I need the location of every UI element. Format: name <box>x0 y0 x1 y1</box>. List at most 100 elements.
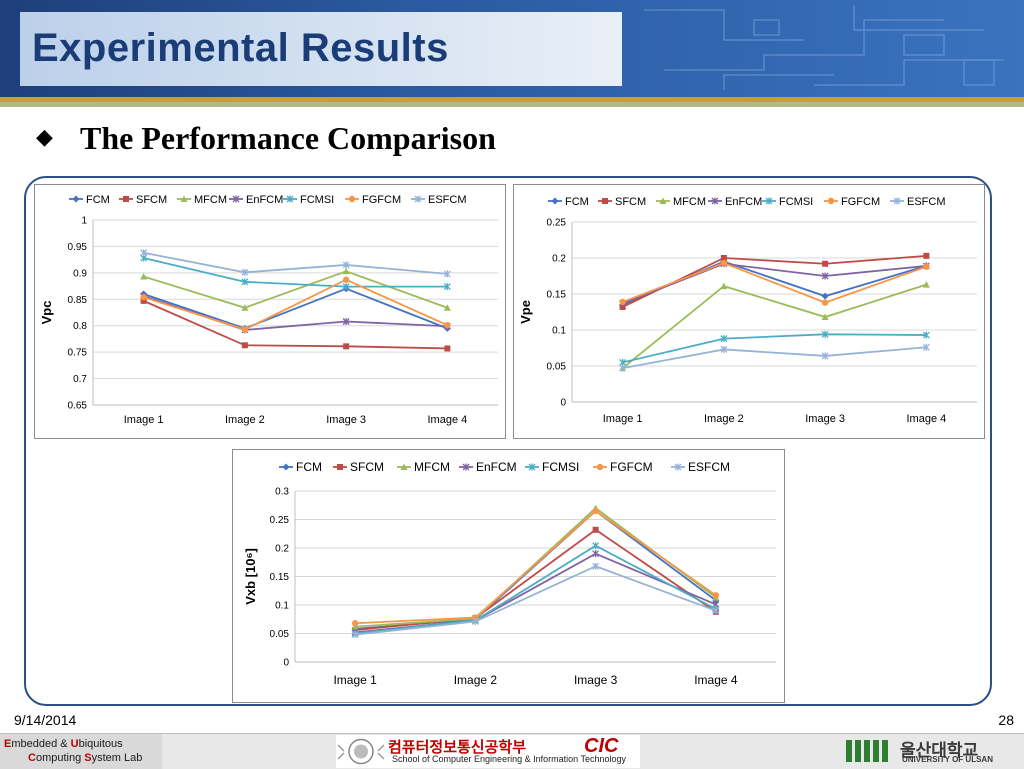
vxb-xtick-label-3: Image 3 <box>574 673 618 687</box>
vpc-legend-point-mfcm-1 <box>180 195 188 202</box>
vpe-legend-item-fcm: FCM <box>548 196 589 208</box>
vpc-legend-label-fcmsi: FCMSI <box>300 194 334 206</box>
vxb-line-sfcm <box>355 528 717 631</box>
vpc-legend-point-esfcm-1 <box>414 195 422 203</box>
vpe-legend-point-sfcm-1 <box>602 198 608 204</box>
vxb-point-esfcm-2 <box>471 618 479 626</box>
vpe-point-fgfcm-1 <box>619 298 626 306</box>
lab-letter-e: E <box>4 738 12 750</box>
slide-subtitle: The Performance Comparison <box>80 120 496 156</box>
vpc-legend-item-fcm: FCM <box>69 194 110 206</box>
vpc-point-fcmsi-3 <box>342 283 350 291</box>
lab-text-4: ystem Lab <box>91 752 143 764</box>
vpc-point-fgfcm-2 <box>241 326 249 333</box>
vpc-xtick-label-1: Image 1 <box>124 414 164 426</box>
vpc-point-sfcm-1 <box>140 297 147 304</box>
vxb-point-fgfcm-3 <box>592 507 599 515</box>
vpe-legend-label-enfcm: EnFCM <box>725 196 762 208</box>
vpe-line-fgfcm <box>622 262 927 304</box>
vxb-xtick-label-4: Image 4 <box>694 673 738 687</box>
vpc-xtick-label-2: Image 2 <box>225 414 265 426</box>
vpe-line-mfcm <box>622 283 927 369</box>
vpc-ytick-label-3: 0.75 <box>68 348 88 359</box>
slide-title: Experimental Results <box>32 26 449 70</box>
vpc-ytick-label-5: 0.85 <box>68 295 88 306</box>
vxb-series-fcm <box>351 507 720 633</box>
vpc-point-enfcm-3 <box>342 317 350 325</box>
vpc-ytick-label-6: 0.9 <box>73 268 87 279</box>
vpe-legend-point-fcm-1 <box>551 197 559 205</box>
vpe-legend-point-mfcm-1 <box>659 197 667 204</box>
vpc-line-fgfcm <box>143 278 448 331</box>
vpe-gridlines: 0 0.05 0.1 0.15 0.2 0.25 <box>547 218 977 409</box>
vpe-legend-point-fcmsi-1 <box>765 197 773 205</box>
vpc-legend-point-enfcm-1 <box>232 195 240 203</box>
vxb-line-fgfcm <box>355 509 717 625</box>
vpe-point-sfcm-3 <box>822 260 829 267</box>
vxb-legend-point-fgfcm-1 <box>596 463 604 471</box>
vpc-point-mfcm-2 <box>241 304 249 311</box>
vpe-point-fgfcm-3 <box>821 299 829 306</box>
vpe-legend-item-sfcm: SFCM <box>598 196 646 208</box>
vpe-legend-label-fcm: FCM <box>565 196 589 208</box>
vxb-legend-label-sfcm: SFCM <box>350 460 384 474</box>
vpc-ytick-label-7: 0.95 <box>68 242 88 253</box>
vpe-point-esfcm-3 <box>821 352 829 360</box>
vpe-ytick-label-6: 0.25 <box>547 218 567 229</box>
vpc-series-sfcm <box>140 297 451 352</box>
vpc-point-esfcm-3 <box>342 261 350 269</box>
vxb-ytick-label-5: 0.2 <box>275 544 289 555</box>
vpe-legend: FCM SFCM MFCM EnFCM FCMSI FGFCM ESFCM <box>548 196 946 208</box>
vpe-ytick-label-4: 0.15 <box>547 290 567 301</box>
vxb-line-fcm <box>355 509 717 630</box>
vpc-series-fgfcm <box>140 276 451 333</box>
vxb-line-esfcm <box>355 565 717 636</box>
vpc-chart-svg: 0.65 0.7 0.75 0.8 0.85 0.9 0.95 1 Image 1 Image 2… <box>39 194 498 426</box>
vxb-legend-point-esfcm-1 <box>674 463 682 471</box>
vpc-xtick-label-4: Image 4 <box>428 414 468 426</box>
vpc-legend-item-sfcm: SFCM <box>119 194 167 206</box>
vxb-legend-item-esfcm: ESFCM <box>671 460 730 474</box>
vxb-ytick-label-7: 0.3 <box>275 487 289 498</box>
vxb-series-mfcm <box>351 504 720 630</box>
vpe-xtick-label-3: Image 3 <box>805 413 845 425</box>
vpc-legend-point-fcm-1 <box>72 195 80 203</box>
vpe-line-fcmsi <box>622 333 927 364</box>
lab-letter-c: C <box>28 752 36 764</box>
vpe-xtick-label-4: Image 4 <box>907 413 947 425</box>
footer-bar: Embedded & Ubiquitous Computing System L… <box>0 733 1024 769</box>
vpe-chart-svg: 0 0.05 0.1 0.15 0.2 0.25 Image 1 Image 2 Image 3… <box>518 196 977 425</box>
vpe-legend-point-fgfcm-1 <box>827 197 835 205</box>
lab-text-1: mbedded & <box>11 738 71 750</box>
vpe-legend-label-sfcm: SFCM <box>615 196 646 208</box>
vpe-legend-item-esfcm: ESFCM <box>890 196 946 208</box>
vxb-y-axis-label: Vxb [10⁶] <box>243 548 258 605</box>
vpe-point-fgfcm-4 <box>923 263 930 270</box>
vxb-legend-point-sfcm-1 <box>337 464 343 470</box>
vxb-chart-svg: 0 0.05 0.1 0.15 0.2 0.25 0.3 Image 1 Image 2 Imag… <box>243 460 776 687</box>
vpe-ytick-label-1: 0 <box>560 398 566 409</box>
vpc-point-sfcm-3 <box>343 343 350 350</box>
vxb-ytick-label-3: 0.1 <box>275 601 289 612</box>
vpc-legend-label-mfcm: MFCM <box>194 194 227 206</box>
vpe-point-esfcm-1 <box>619 364 627 372</box>
vpc-legend-point-sfcm-1 <box>123 196 129 202</box>
vxb-legend: FCM SFCM MFCM EnFCM FCMSI FGFCM ESFCM <box>279 460 730 474</box>
vpe-series-mfcm <box>619 281 930 372</box>
vpc-series-esfcm <box>140 249 451 278</box>
vpc-legend-label-esfcm: ESFCM <box>428 194 467 206</box>
vpc-point-sfcm-2 <box>241 342 248 349</box>
vxb-legend-item-mfcm: MFCM <box>397 460 450 474</box>
diamond-bullet-icon: ◆ <box>36 124 53 149</box>
vxb-point-esfcm-4 <box>712 607 720 615</box>
ulsan-bars-icon <box>846 740 888 762</box>
vpc-point-fgfcm-4 <box>444 321 451 329</box>
vpe-point-sfcm-1 <box>619 303 626 310</box>
school-english-name: School of Computer Engineering & Informa… <box>392 754 626 764</box>
lab-logo: Embedded & Ubiquitous Computing System L… <box>0 734 162 769</box>
vpe-ytick-label-5: 0.2 <box>552 254 566 265</box>
slide-header: Experimental Results <box>0 0 1024 97</box>
vpe-legend-item-fcmsi: FCMSI <box>762 196 813 208</box>
vxb-xtick-label-2: Image 2 <box>454 673 498 687</box>
vpc-legend-item-mfcm: MFCM <box>177 194 227 206</box>
